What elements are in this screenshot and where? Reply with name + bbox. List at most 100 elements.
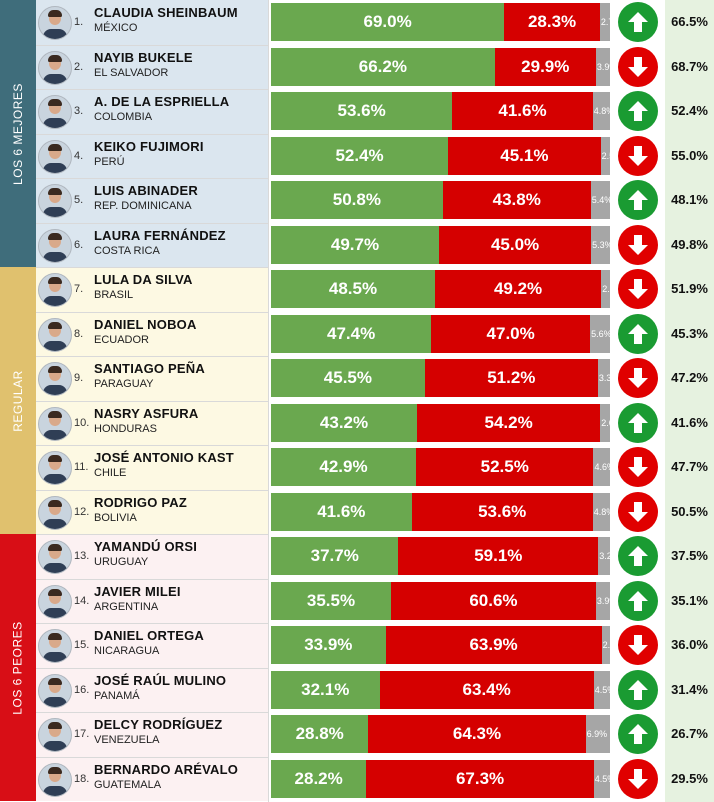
- bar-segment-other: 2.5%: [600, 136, 610, 175]
- avatar-hair: [48, 277, 62, 284]
- leader-name: JOSÉ ANTONIO KAST: [94, 450, 234, 465]
- stacked-bar: 53.6%41.6%4.8%: [271, 92, 610, 130]
- rank-number: 14.: [74, 594, 90, 607]
- previous-approval: 35.1%: [671, 592, 708, 608]
- avatar-hair: [48, 633, 62, 640]
- bar-segment-approve: 28.2%: [271, 759, 367, 798]
- bar-segment-other: 3.3%: [597, 359, 610, 397]
- bar-segment-disapprove: 41.6%: [452, 92, 593, 130]
- leader-name: DANIEL NOBOA: [94, 316, 197, 332]
- avatar: [38, 50, 72, 85]
- avatar-body: [43, 296, 67, 306]
- arrow-up-icon: [618, 402, 658, 443]
- row-divider: [36, 489, 268, 491]
- country-name: COLOMBIA: [94, 111, 153, 123]
- stacked-bar: 28.8% 64.3% 6.9%: [271, 715, 610, 753]
- avatar-hair: [48, 588, 62, 596]
- rank-number: 9.: [74, 372, 84, 384]
- arrow-down-icon: [618, 358, 658, 398]
- stacked-bar: 48.5%49.2%2.3%: [271, 270, 610, 308]
- bar-segment-disapprove: 45.1%: [448, 136, 601, 175]
- band-1: REGULAR: [0, 267, 36, 534]
- row-divider: [36, 267, 268, 268]
- avatar-body: [43, 741, 67, 751]
- bar-segment-approve: 43.2%: [271, 403, 418, 442]
- avatar-hair: [48, 544, 62, 551]
- leader-name: NASRY ASFURA: [94, 405, 199, 421]
- previous-approval: 29.5%: [671, 770, 708, 786]
- bar-segment-approve: 41.6%: [271, 492, 412, 531]
- avatar-body: [43, 607, 67, 618]
- arrow-down-icon: [618, 491, 658, 532]
- country-name: BRASIL: [94, 289, 134, 301]
- row-divider: [36, 356, 268, 357]
- leader-name: JAVIER MILEI: [94, 583, 181, 599]
- previous-approval: 68.7%: [671, 58, 708, 74]
- bar-segment-disapprove: 49.2%: [434, 270, 602, 308]
- bar-segment-other: 2.3%: [601, 270, 610, 308]
- country-name: MÉXICO: [94, 22, 138, 34]
- rank-number: 4.: [74, 149, 84, 162]
- leader-name: CLAUDIA SHEINBAUM: [94, 5, 238, 20]
- bar-segment-disapprove: 53.6%: [411, 492, 593, 531]
- row-divider: [36, 623, 268, 624]
- rank-number: 2.: [74, 60, 84, 73]
- stacked-bar: 32.1%63.4%4.5%: [271, 670, 610, 709]
- band-2: LOS 6 PEORES: [0, 534, 36, 801]
- stacked-bar: 45.5%51.2%3.3%: [271, 359, 610, 397]
- arrow-up-icon: [618, 313, 658, 354]
- bar-segment-other: 4.5%: [593, 759, 610, 798]
- stacked-bar: 50.8%43.8%5.4%: [271, 181, 610, 219]
- stacked-bar: 28.2%67.3%4.5%: [271, 759, 610, 798]
- bar-segment-disapprove: 54.2%: [417, 403, 601, 442]
- arrow-up-icon: [618, 2, 658, 42]
- avatar: [38, 362, 72, 396]
- country-name: CHILE: [94, 467, 127, 479]
- previous-approval: 26.7%: [671, 726, 708, 741]
- column-divider: [268, 0, 269, 802]
- avatar: [38, 584, 72, 619]
- stacked-bar: 52.4%45.1%2.5%: [271, 136, 610, 175]
- arrow-up-icon: [618, 580, 658, 621]
- avatar: [38, 451, 72, 485]
- avatar-body: [43, 696, 67, 707]
- avatar-hair: [48, 321, 62, 329]
- leader-name: DANIEL ORTEGA: [94, 628, 204, 643]
- avatar-hair: [48, 143, 62, 151]
- avatar: [38, 228, 72, 263]
- leader-name: LULA DA SILVA: [94, 272, 193, 287]
- avatar-body: [43, 518, 67, 529]
- stacked-bar: 66.2%29.9%3.9%: [271, 47, 610, 86]
- avatar-hair: [48, 188, 62, 195]
- bar-segment-approve: 45.5%: [271, 359, 425, 397]
- bar-segment-other: 3.2%: [598, 537, 610, 575]
- arrow-up-icon: [618, 536, 658, 576]
- avatar: [38, 762, 72, 797]
- previous-approval: 47.2%: [671, 370, 708, 385]
- rank-number: 7.: [74, 283, 84, 295]
- arrow-down-icon: [618, 758, 658, 799]
- country-name: BOLIVIA: [94, 511, 137, 524]
- stacked-bar: 47.4% 47.0% 5.6%: [271, 314, 610, 353]
- avatar-hair: [48, 10, 62, 17]
- country-name: REP. DOMINICANA: [94, 200, 192, 212]
- avatar-body: [43, 474, 67, 484]
- avatar-hair: [48, 677, 62, 685]
- previous-approval: 52.4%: [671, 103, 708, 118]
- bar-segment-disapprove: 64.3%: [368, 715, 586, 753]
- arrow-up-icon: [618, 180, 658, 220]
- stacked-bar: 42.9%52.5%4.6%: [271, 448, 610, 486]
- bar-segment-approve: 28.8%: [271, 715, 369, 753]
- row-divider: [36, 712, 268, 713]
- stacked-bar: 69.0%28.3%2.7%: [271, 3, 610, 41]
- leader-name: KEIKO FUJIMORI: [94, 138, 204, 154]
- row-divider: [36, 222, 268, 224]
- bar-segment-approve: 47.4%: [271, 314, 432, 353]
- avatar-body: [43, 118, 67, 128]
- stacked-bar: 37.7%59.1%3.2%: [271, 537, 610, 575]
- bar-segment-approve: 69.0%: [271, 3, 505, 41]
- bar-segment-other: 5.3%: [591, 225, 610, 264]
- rank-number: 8.: [74, 327, 84, 340]
- avatar-body: [43, 340, 67, 351]
- row-divider: [36, 400, 268, 402]
